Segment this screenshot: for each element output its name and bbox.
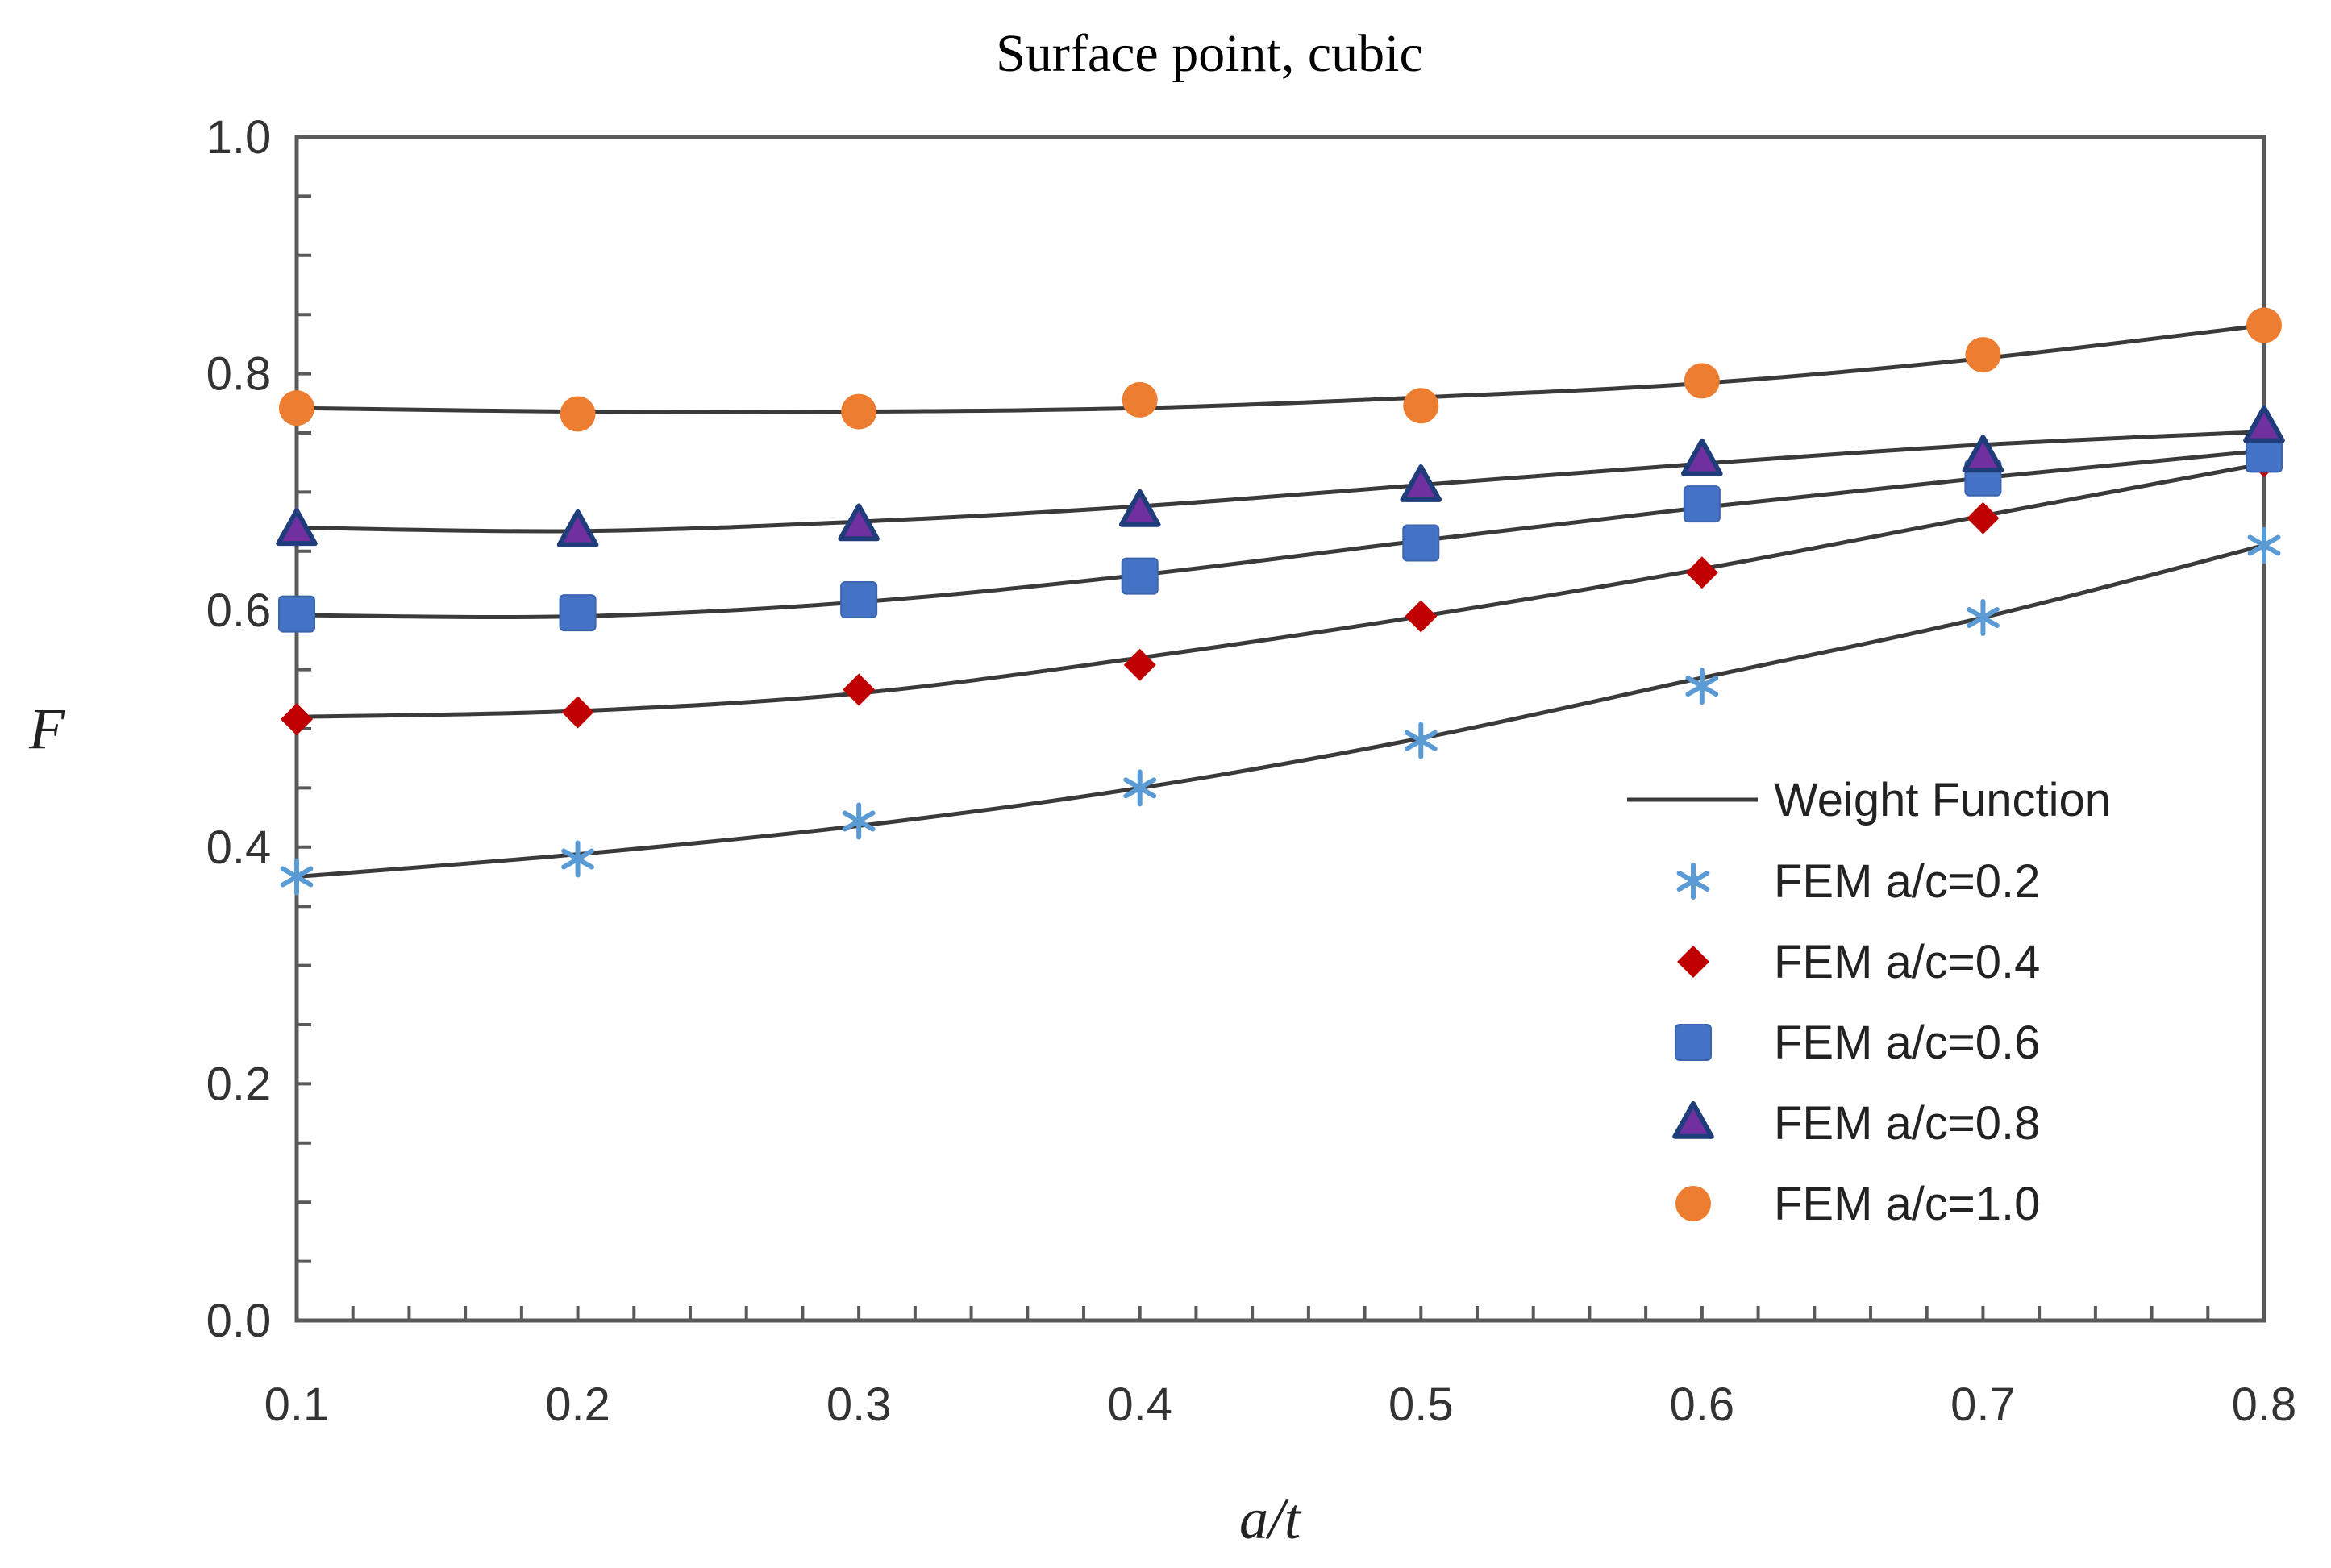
y-tick-label: 0.0 bbox=[206, 1295, 272, 1347]
data-point bbox=[281, 703, 313, 736]
data-point bbox=[280, 858, 314, 896]
y-tick-label: 0.8 bbox=[206, 348, 272, 401]
legend-label: FEM a/c=0.8 bbox=[1774, 1097, 2040, 1150]
data-point bbox=[278, 595, 315, 633]
data-point bbox=[1403, 388, 1439, 424]
legend-marker bbox=[1672, 1101, 1714, 1139]
data-point bbox=[1683, 485, 1721, 523]
legend-marker bbox=[1677, 946, 1709, 978]
data-point bbox=[840, 580, 878, 618]
star-stroke bbox=[842, 810, 876, 832]
star-stroke bbox=[1967, 607, 2000, 629]
data-point bbox=[1404, 722, 1438, 759]
data-point bbox=[838, 503, 880, 542]
chart-title: Surface point, cubic bbox=[996, 24, 1423, 83]
star-stroke bbox=[280, 866, 314, 888]
fem-markers bbox=[276, 307, 2285, 896]
legend-label: FEM a/c=0.4 bbox=[1774, 936, 2040, 988]
weight-function-line bbox=[296, 430, 2265, 534]
legend-marker bbox=[1675, 1186, 1711, 1221]
data-point bbox=[2243, 405, 2285, 443]
data-point bbox=[2247, 526, 2281, 564]
y-tick-label: 0.4 bbox=[206, 821, 272, 874]
data-point bbox=[841, 393, 877, 430]
x-tick-label: 0.5 bbox=[1388, 1379, 1454, 1431]
data-point bbox=[1684, 363, 1720, 399]
data-point bbox=[1967, 501, 2000, 534]
data-point bbox=[279, 390, 314, 426]
x-tick-label: 0.8 bbox=[2232, 1379, 2297, 1431]
legend-label: FEM a/c=0.6 bbox=[1774, 1017, 2040, 1069]
data-point bbox=[1402, 524, 1440, 562]
x-tick-label: 0.1 bbox=[264, 1379, 330, 1431]
data-point bbox=[1681, 438, 1723, 476]
x-minor-ticks bbox=[295, 1306, 2266, 1321]
data-point bbox=[842, 802, 876, 840]
star-stroke bbox=[1404, 730, 1438, 751]
data-point bbox=[1962, 435, 2004, 473]
legend-marker bbox=[1675, 1024, 1712, 1061]
star-stroke bbox=[2247, 534, 2281, 556]
data-point bbox=[556, 509, 599, 547]
data-point bbox=[1123, 648, 1156, 681]
y-tick-labels: 0.0 0.2 0.4 0.6 0.8 1.0 bbox=[206, 111, 272, 1347]
data-point bbox=[1118, 489, 1161, 527]
data-point bbox=[1405, 600, 1438, 633]
legend-weight-function-label: Weight Function bbox=[1774, 774, 2111, 826]
x-tick-label: 0.3 bbox=[826, 1379, 892, 1431]
data-point bbox=[1967, 599, 2000, 637]
star-stroke bbox=[1676, 871, 1710, 892]
data-point bbox=[1685, 668, 1719, 705]
weight-function-line bbox=[296, 543, 2265, 879]
legend: Weight Function FEM a/c=0.2 FEM a/c=0.4 FE… bbox=[1627, 774, 2111, 1230]
legend-label: FEM a/c=0.2 bbox=[1774, 855, 2040, 908]
data-point bbox=[1400, 464, 1442, 502]
weight-function-line bbox=[296, 322, 2265, 414]
x-tick-label: 0.6 bbox=[1670, 1379, 1735, 1431]
star-stroke bbox=[1685, 676, 1719, 697]
y-axis-label: F bbox=[28, 697, 65, 761]
data-point bbox=[1123, 769, 1157, 807]
data-point bbox=[1122, 381, 1158, 418]
legend-marker bbox=[1676, 863, 1710, 900]
weight-function-line bbox=[296, 448, 2265, 619]
data-point bbox=[2246, 307, 2282, 343]
x-axis-label: a/t bbox=[1239, 1487, 1302, 1551]
data-point bbox=[1685, 556, 1718, 589]
star-stroke bbox=[561, 848, 594, 870]
data-point bbox=[1121, 557, 1159, 595]
y-tick-label: 1.0 bbox=[206, 111, 272, 164]
x-tick-label: 0.2 bbox=[545, 1379, 610, 1431]
legend-label: FEM a/c=1.0 bbox=[1774, 1178, 2040, 1230]
x-tick-labels: 0.1 0.2 0.3 0.4 0.5 0.6 0.7 0.8 bbox=[264, 1379, 2297, 1431]
weight-function-line bbox=[296, 461, 2265, 719]
x-tick-label: 0.7 bbox=[1950, 1379, 2016, 1431]
data-point bbox=[1965, 337, 2001, 373]
data-point bbox=[559, 594, 597, 632]
y-tick-label: 0.2 bbox=[206, 1058, 272, 1110]
x-tick-label: 0.4 bbox=[1107, 1379, 1172, 1431]
star-stroke bbox=[1123, 777, 1157, 799]
data-point bbox=[561, 696, 594, 729]
data-point bbox=[560, 396, 596, 432]
data-point bbox=[276, 508, 318, 547]
y-tick-label: 0.6 bbox=[206, 584, 272, 637]
data-point bbox=[561, 840, 594, 878]
weight-function-curves bbox=[296, 322, 2265, 879]
data-point bbox=[843, 673, 876, 706]
